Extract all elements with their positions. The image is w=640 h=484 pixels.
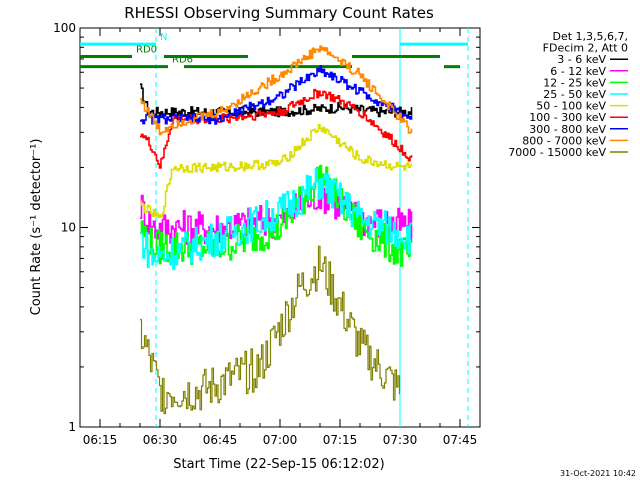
y-tick-label: 100 bbox=[53, 21, 76, 35]
footer-date: 31-Oct-2021 10:42 bbox=[560, 469, 636, 478]
series-line bbox=[140, 65, 413, 125]
x-tick-label: 06:30 bbox=[143, 433, 178, 447]
flag-label: RD6 bbox=[172, 55, 193, 66]
legend-header: Det 1,3,5,6,7, bbox=[552, 30, 628, 43]
legend-entry-label: 3 - 6 keV bbox=[557, 53, 606, 66]
x-tick-label: 06:15 bbox=[83, 433, 118, 447]
plot-frame bbox=[79, 27, 481, 428]
legend-header: FDecim 2, Att 0 bbox=[543, 42, 628, 55]
x-tick-label: 06:45 bbox=[203, 433, 238, 447]
legend-entry-label: 25 - 50 keV bbox=[543, 88, 606, 101]
legend-entry-label: 800 - 7000 keV bbox=[522, 134, 606, 147]
x-tick-label: 07:30 bbox=[383, 433, 418, 447]
chart-title: RHESSI Observing Summary Count Rates bbox=[124, 4, 434, 22]
x-tick-label: 07:45 bbox=[443, 433, 478, 447]
series-line bbox=[140, 168, 413, 271]
y-tick-label: 1 bbox=[68, 420, 76, 434]
legend-entry-label: 100 - 300 keV bbox=[529, 111, 606, 124]
legend-entry-label: 6 - 12 keV bbox=[550, 65, 606, 78]
series-line bbox=[140, 45, 413, 136]
legend-entry-label: 50 - 100 keV bbox=[536, 100, 606, 113]
y-tick-label: 10 bbox=[61, 221, 76, 235]
x-tick-label: 07:00 bbox=[263, 433, 298, 447]
flag-label: RD0 bbox=[136, 44, 157, 55]
series-line bbox=[140, 124, 413, 219]
legend-entry-label: 12 - 25 keV bbox=[543, 76, 606, 89]
x-axis-label: Start Time (22-Sep-15 06:12:02) bbox=[173, 457, 384, 472]
legend: Det 1,3,5,6,7,FDecim 2, Att 03 - 6 keV6 … bbox=[508, 30, 628, 159]
x-tick-label: 07:15 bbox=[323, 433, 358, 447]
series-line bbox=[140, 88, 413, 169]
legend-entry-label: 300 - 800 keV bbox=[529, 123, 606, 136]
legend-entry-label: 7000 - 15000 keV bbox=[508, 146, 606, 159]
series-line bbox=[140, 245, 401, 415]
plot-area: 06:15 06:30 06:45 07:00 07:15 07:30 07:45 1 10 10… bbox=[53, 21, 481, 447]
y-axis-label: Count Rate (s⁻¹ detector⁻¹) bbox=[29, 139, 44, 316]
flag-label: N bbox=[160, 32, 167, 43]
